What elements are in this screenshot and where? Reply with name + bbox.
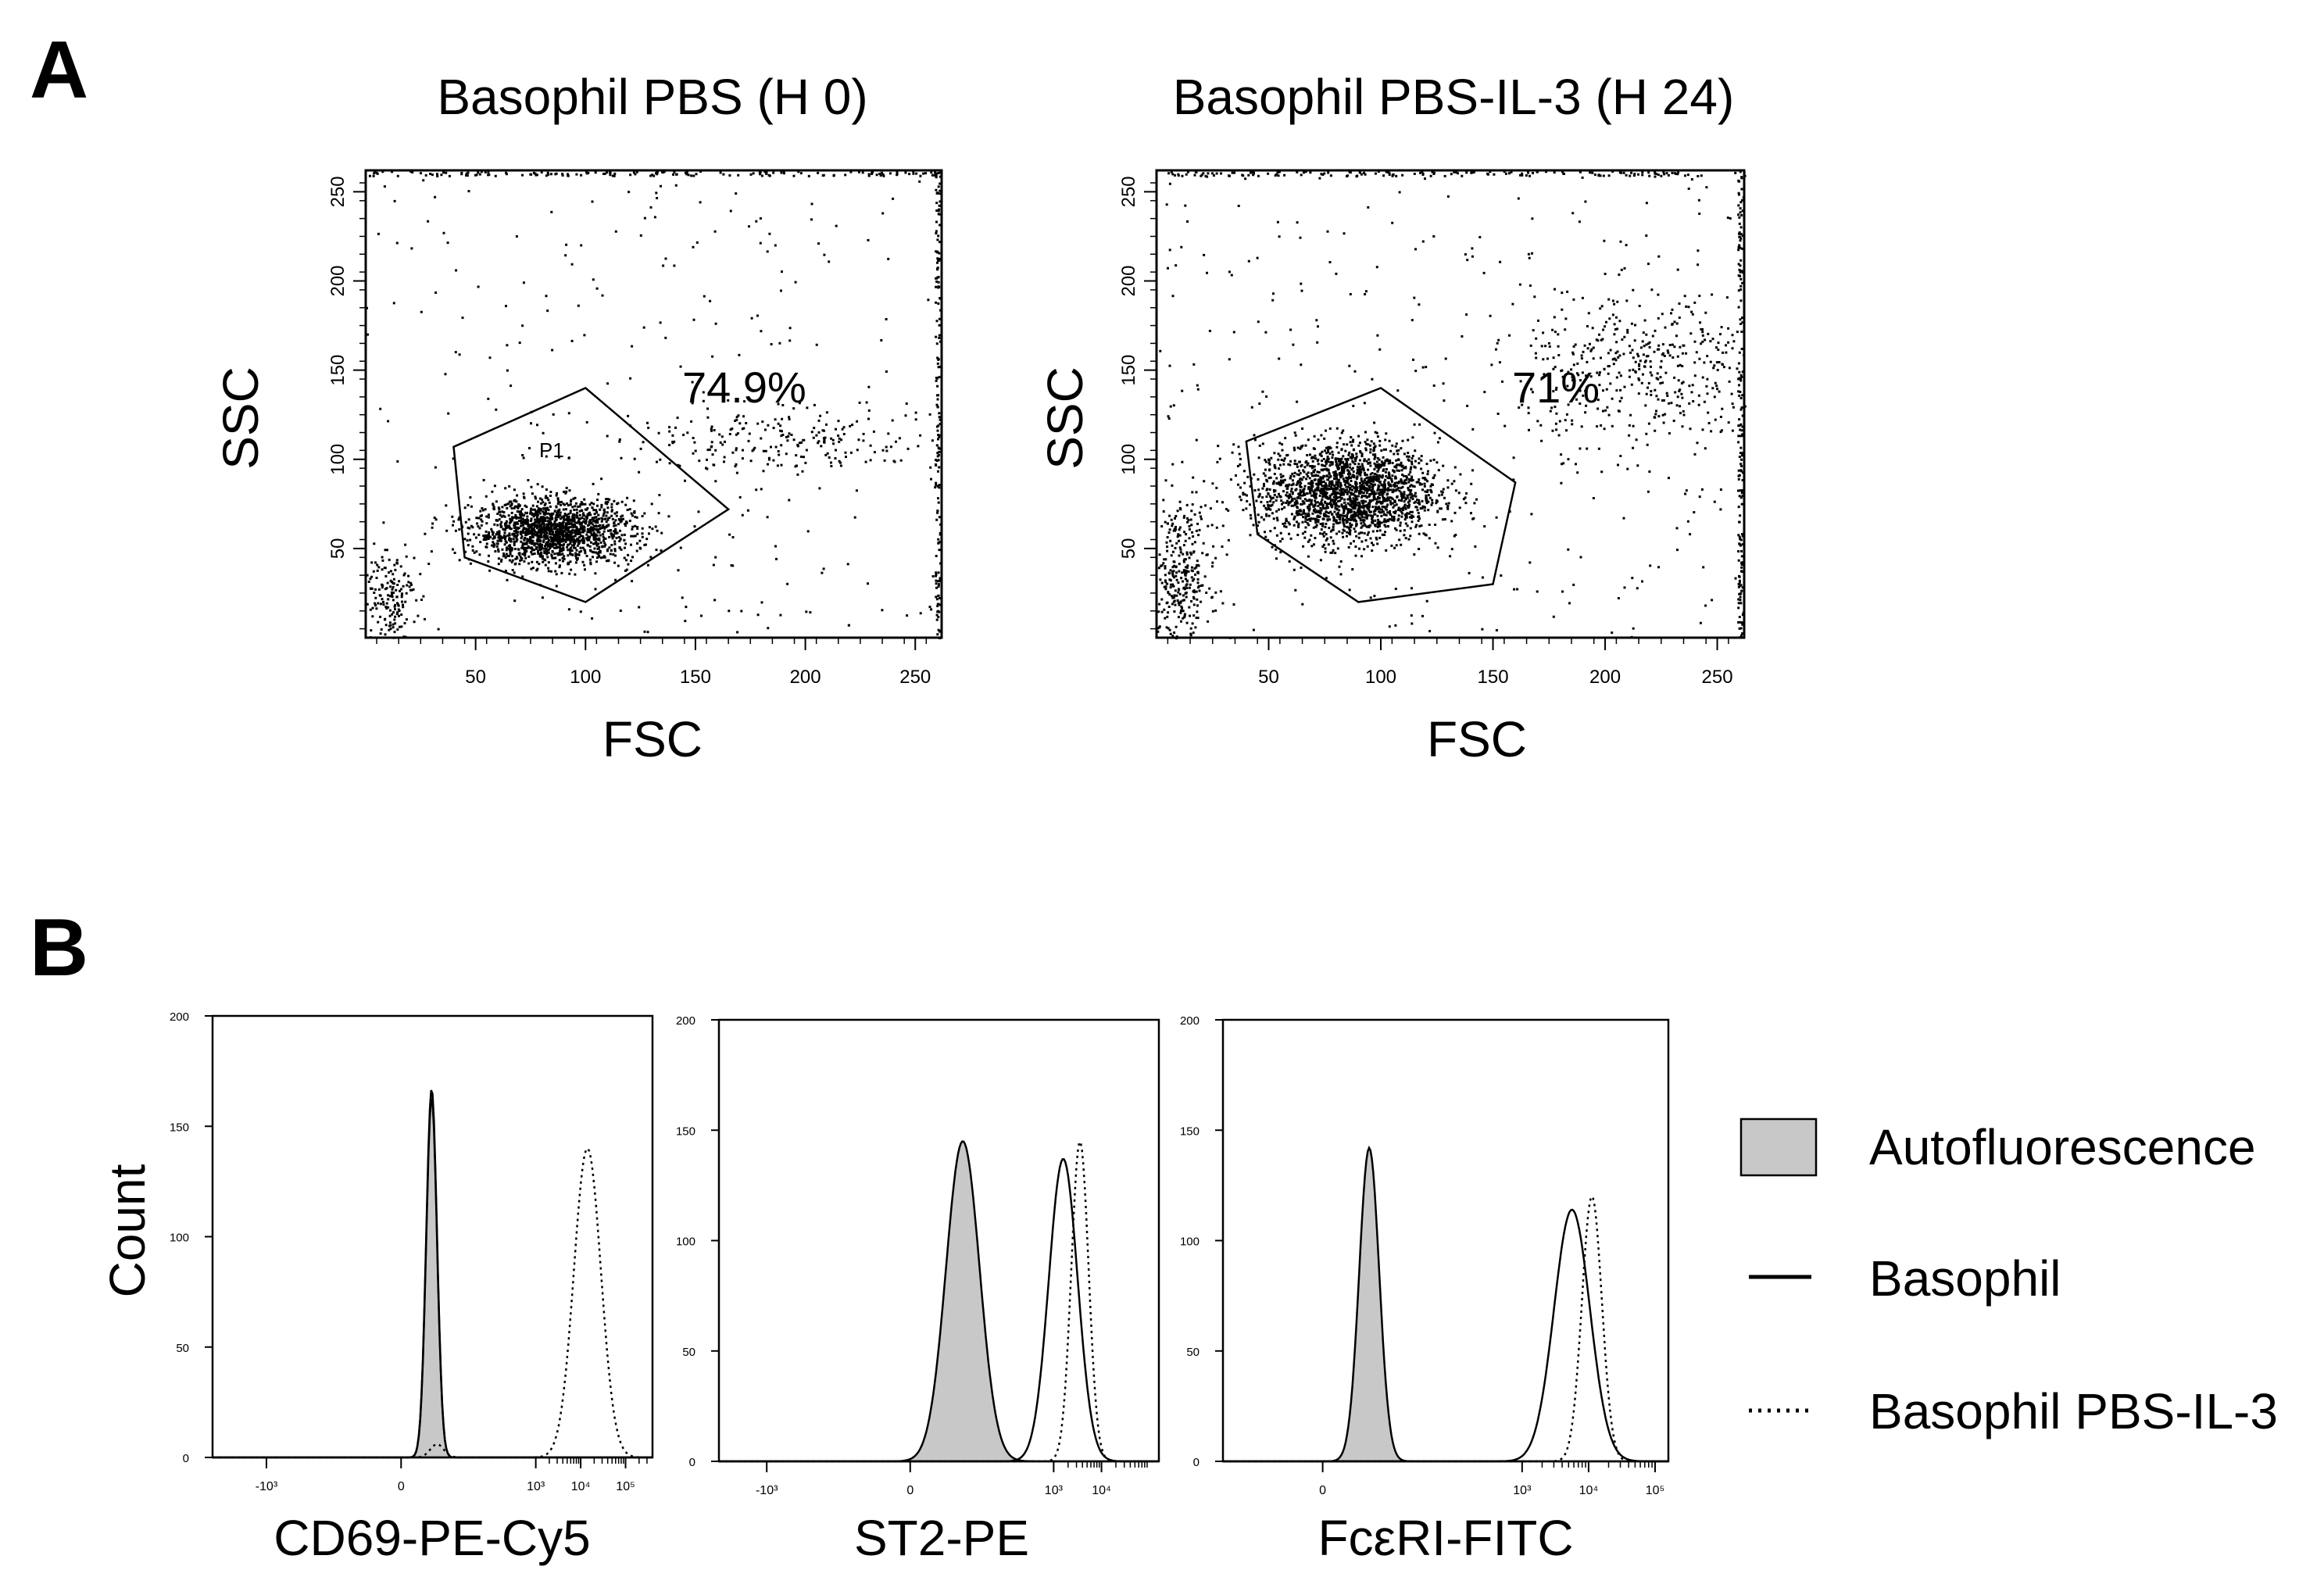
y-tick-label: 150 <box>1118 355 1139 386</box>
scatter-points <box>1157 170 1747 640</box>
x-ticks: 50 100 150 200 250 <box>1167 638 1733 688</box>
x-tick-label: 100 <box>570 667 601 688</box>
x-tick-label: 150 <box>1478 667 1509 688</box>
x-ticks: 0 10³ 10⁴ 10⁵ <box>1319 1461 1664 1497</box>
gate-name: P1 <box>539 438 564 462</box>
y-tick-label: 50 <box>176 1342 189 1355</box>
y-ticks: 50 100 150 200 250 <box>1118 176 1157 630</box>
legend: Autofluorescence Basophil Basophil PBS-I… <box>1739 1117 2278 1439</box>
scatter-points <box>366 170 942 640</box>
scatter-title: Basophil PBS (H 0) <box>437 69 867 125</box>
y-axis-label: SSC <box>1037 367 1093 470</box>
y-tick-label: 200 <box>170 1010 189 1024</box>
legend-label-basophil: Basophil <box>1869 1250 2061 1307</box>
scatter-title: Basophil PBS-IL-3 (H 24) <box>1173 69 1735 125</box>
x-tick-label: 10⁴ <box>1579 1484 1599 1497</box>
histogram-st2: -10³ 0 10³ 10⁴ 0 50 100 150 200 ST2-PE <box>676 1014 1160 1566</box>
x-ticks: -10³ 0 10³ 10⁴ 10⁵ <box>256 1457 648 1493</box>
x-tick-label: 250 <box>899 667 931 688</box>
gate-percent: 71% <box>1512 363 1600 412</box>
x-axis-label: CD69-PE-Cy5 <box>274 1510 590 1566</box>
y-tick-label: 200 <box>1180 1014 1200 1028</box>
panel-letter-b: B <box>30 903 88 993</box>
y-tick-label: 150 <box>676 1125 695 1138</box>
y-tick-label: 200 <box>676 1014 695 1028</box>
histogram-basophil-pbs-il-3 <box>213 1147 653 1459</box>
x-tick-label: 0 <box>398 1480 405 1493</box>
y-tick-label: 100 <box>1180 1235 1200 1249</box>
y-tick-label: 0 <box>183 1452 189 1465</box>
y-tick-label: 0 <box>1193 1456 1200 1469</box>
y-ticks: 0 50 100 150 200 <box>1180 1014 1223 1469</box>
scatter-plot-h24: Basophil PBS-IL-3 (H 24) SSC FSC 71% 50 1… <box>1037 69 1747 767</box>
x-tick-label: 0 <box>906 1484 914 1497</box>
x-tick-label: 10³ <box>1513 1484 1532 1497</box>
x-tick-label: 10⁴ <box>571 1480 591 1493</box>
x-tick-label: 100 <box>1365 667 1396 688</box>
histogram-fceri: 0 10³ 10⁴ 10⁵ 0 50 100 150 200 FcεRI-FITC <box>1180 1014 1670 1566</box>
legend-label-basophil-pbs-il3: Basophil PBS-IL-3 <box>1869 1383 2278 1439</box>
x-tick-label: 150 <box>680 667 711 688</box>
y-ticks: 0 50 100 150 200 <box>170 1010 213 1465</box>
x-ticks: -10³ 0 10³ 10⁴ <box>756 1461 1148 1497</box>
scatter-event-cloud <box>366 170 942 639</box>
legend-swatch-autofluorescence <box>1739 1117 1818 1177</box>
y-tick-label: 100 <box>676 1235 695 1249</box>
y-tick-label: 250 <box>1118 176 1139 207</box>
x-tick-label: 50 <box>1258 667 1279 688</box>
y-tick-label: 150 <box>1180 1125 1200 1138</box>
y-tick-label: 50 <box>327 538 349 560</box>
plot-frame <box>364 169 943 639</box>
x-axis-label: ST2-PE <box>854 1510 1029 1566</box>
scatter-plot-h0: Basophil PBS (H 0) SSC FSC P1 74.9% 50 10… <box>213 69 943 767</box>
y-tick-label: 50 <box>682 1346 695 1359</box>
histogram-cd69: -10³ 0 10³ 10⁴ 10⁵ 0 50 100 150 200 CD69-PE-Cy5 <box>170 1010 654 1566</box>
y-axis-label-count: Count <box>99 1164 156 1297</box>
x-tick-label: 200 <box>790 667 821 688</box>
x-axis-label: FSC <box>602 711 703 767</box>
panel-letter-a: A <box>30 25 88 116</box>
y-tick-label: 0 <box>689 1456 695 1469</box>
y-ticks: 50 100 150 200 250 <box>327 176 366 630</box>
y-tick-label: 150 <box>327 355 349 386</box>
y-tick-label: 100 <box>170 1232 189 1245</box>
x-tick-label: 10⁵ <box>1646 1484 1664 1497</box>
x-tick-label: 0 <box>1319 1484 1326 1497</box>
y-tick-label: 200 <box>1118 265 1139 296</box>
gate-p1 <box>452 387 731 603</box>
y-tick-label: 100 <box>327 444 349 475</box>
y-tick-label: 100 <box>1118 444 1139 475</box>
x-tick-label: 10³ <box>1045 1484 1064 1497</box>
x-tick-label: 200 <box>1589 667 1621 688</box>
scatter-event-cloud <box>1157 171 1747 640</box>
x-tick-label: 10⁵ <box>616 1480 635 1493</box>
x-tick-label: -10³ <box>756 1484 778 1497</box>
legend-label-autofluorescence: Autofluorescence <box>1869 1119 2256 1175</box>
x-ticks: 50 100 150 200 250 <box>376 638 931 688</box>
x-axis-label: FcεRI-FITC <box>1318 1510 1573 1566</box>
y-ticks: 0 50 100 150 200 <box>676 1014 719 1469</box>
x-tick-label: 10⁴ <box>1092 1484 1111 1497</box>
y-tick-label: 150 <box>170 1121 189 1134</box>
x-axis-label: FSC <box>1427 711 1527 767</box>
y-tick-label: 200 <box>327 265 349 296</box>
x-tick-label: -10³ <box>256 1480 278 1493</box>
x-tick-label: 250 <box>1702 667 1733 688</box>
x-tick-label: 10³ <box>527 1480 545 1493</box>
gate-polygon <box>1245 387 1517 603</box>
plot-frame <box>1155 169 1746 639</box>
y-axis-label: SSC <box>213 367 269 470</box>
y-tick-label: 50 <box>1186 1346 1200 1359</box>
y-tick-label: 250 <box>327 176 349 207</box>
y-tick-label: 50 <box>1118 538 1139 560</box>
x-tick-label: 50 <box>465 667 486 688</box>
gate-percent: 74.9% <box>682 363 806 412</box>
